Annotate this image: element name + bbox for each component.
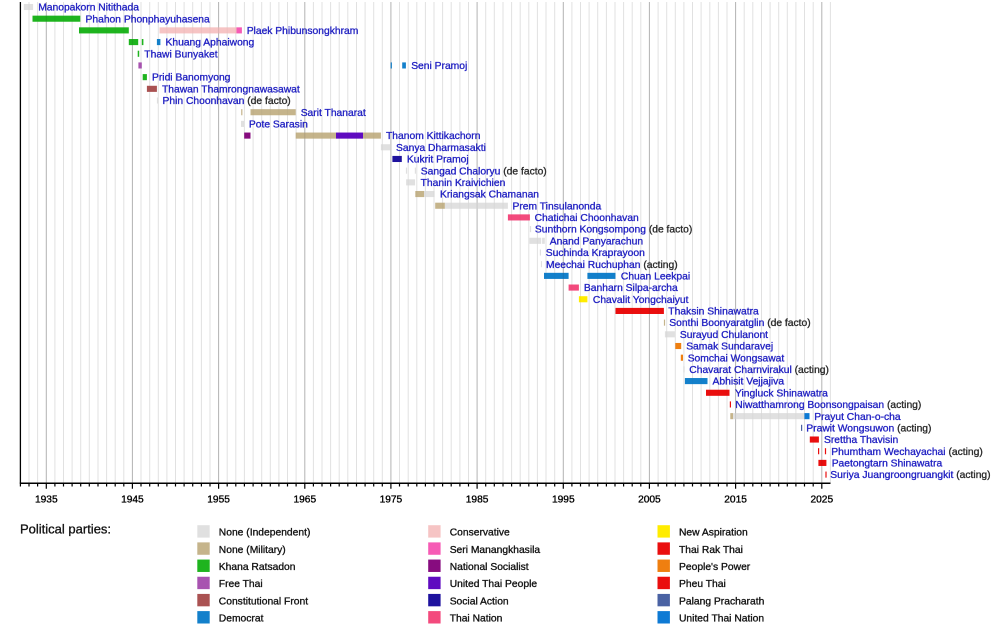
svg-text:Seni Pramoj: Seni Pramoj <box>411 61 467 72</box>
svg-text:Khana Ratsadon: Khana Ratsadon <box>219 562 296 573</box>
svg-text:1985: 1985 <box>466 495 489 506</box>
svg-text:1955: 1955 <box>207 495 230 506</box>
svg-text:1935: 1935 <box>35 495 58 506</box>
svg-text:None (Military): None (Military) <box>219 545 286 556</box>
svg-text:Prem Tinsulanonda: Prem Tinsulanonda <box>513 201 602 212</box>
svg-text:Chuan Leekpai: Chuan Leekpai <box>621 271 690 282</box>
svg-text:Pridi Banomyong: Pridi Banomyong <box>152 73 231 84</box>
svg-text:Samak Sundaravej: Samak Sundaravej <box>686 342 773 353</box>
svg-text:2015: 2015 <box>724 495 747 506</box>
svg-text:Paetongtarn Shinawatra: Paetongtarn Shinawatra <box>832 459 943 470</box>
svg-text:Thanom Kittikachorn: Thanom Kittikachorn <box>386 131 481 142</box>
svg-text:None (Independent): None (Independent) <box>219 528 311 539</box>
svg-text:Democrat: Democrat <box>219 614 264 625</box>
svg-text:2025: 2025 <box>810 495 833 506</box>
svg-text:1975: 1975 <box>380 495 403 506</box>
svg-text:Somchai Wongsawat: Somchai Wongsawat <box>688 353 785 364</box>
svg-text:Social Action: Social Action <box>450 596 509 607</box>
svg-text:People's Power: People's Power <box>679 562 751 573</box>
svg-text:Thai Rak Thai: Thai Rak Thai <box>679 545 743 556</box>
svg-text:Khuang Aphaiwong: Khuang Aphaiwong <box>166 38 255 49</box>
svg-text:Phin Choonhavan (de facto): Phin Choonhavan (de facto) <box>163 96 291 107</box>
svg-text:Srettha Thavisin: Srettha Thavisin <box>824 435 898 446</box>
svg-text:Thanin Kraivichien: Thanin Kraivichien <box>421 178 506 189</box>
svg-text:Anand Panyarachun: Anand Panyarachun <box>550 236 644 247</box>
svg-text:Manopakorn Nitithada: Manopakorn Nitithada <box>38 3 139 14</box>
svg-text:Seri Manangkhasila: Seri Manangkhasila <box>450 545 541 556</box>
svg-text:Prayut Chan-o-cha: Prayut Chan-o-cha <box>814 412 901 423</box>
svg-text:Niwatthamrong Boonsongpaisan (: Niwatthamrong Boonsongpaisan (acting) <box>735 400 921 411</box>
svg-text:Sanya Dharmasakti: Sanya Dharmasakti <box>396 143 486 154</box>
svg-text:Prawit Wongsuwon (acting): Prawit Wongsuwon (acting) <box>806 423 931 434</box>
svg-text:Sunthorn Kongsompong (de facto: Sunthorn Kongsompong (de facto) <box>535 225 692 236</box>
svg-text:United Thai Nation: United Thai Nation <box>679 614 764 625</box>
svg-text:Pote Sarasin: Pote Sarasin <box>249 120 308 131</box>
svg-text:Meechai Ruchuphan (acting): Meechai Ruchuphan (acting) <box>546 260 678 271</box>
svg-text:Sonthi Boonyaratglin (de facto: Sonthi Boonyaratglin (de facto) <box>669 318 810 329</box>
svg-text:Banharn Silpa-archa: Banharn Silpa-archa <box>584 283 678 294</box>
svg-text:Surayud Chulanont: Surayud Chulanont <box>680 330 768 341</box>
svg-text:Phahon Phonphayuhasena: Phahon Phonphayuhasena <box>86 14 211 25</box>
svg-text:Chavarat Charnvirakul (acting): Chavarat Charnvirakul (acting) <box>689 365 829 376</box>
svg-text:1995: 1995 <box>552 495 575 506</box>
svg-text:Political parties:: Political parties: <box>20 522 111 537</box>
svg-text:United Thai People: United Thai People <box>450 579 538 590</box>
svg-text:Abhisit Vejjajiva: Abhisit Vejjajiva <box>713 377 785 388</box>
svg-text:Kriangsak Chamanan: Kriangsak Chamanan <box>440 190 539 201</box>
svg-text:Thawan Thamrongnawasawat: Thawan Thamrongnawasawat <box>162 84 300 95</box>
svg-text:Thaksin Shinawatra: Thaksin Shinawatra <box>668 307 759 318</box>
svg-text:Plaek Phibunsongkhram: Plaek Phibunsongkhram <box>247 26 359 37</box>
svg-text:Pheu Thai: Pheu Thai <box>679 579 726 590</box>
svg-text:1965: 1965 <box>293 495 316 506</box>
svg-text:Yingluck Shinawatra: Yingluck Shinawatra <box>735 388 828 399</box>
svg-text:Suriya Juangroongruangkit (act: Suriya Juangroongruangkit (acting) <box>830 470 990 481</box>
svg-text:Palang Pracharath: Palang Pracharath <box>679 596 765 607</box>
svg-text:Constitutional Front: Constitutional Front <box>219 596 308 607</box>
svg-text:1945: 1945 <box>121 495 144 506</box>
svg-text:New Aspiration: New Aspiration <box>679 528 748 539</box>
svg-text:Chatichai Choonhavan: Chatichai Choonhavan <box>535 213 639 224</box>
svg-text:2005: 2005 <box>638 495 661 506</box>
svg-text:Kukrit Pramoj: Kukrit Pramoj <box>407 155 469 166</box>
svg-text:Thawi Bunyaket: Thawi Bunyaket <box>144 49 217 60</box>
svg-text:Conservative: Conservative <box>450 528 510 539</box>
svg-text:Phumtham Wechayachai (acting): Phumtham Wechayachai (acting) <box>831 447 982 458</box>
svg-text:National Socialist: National Socialist <box>450 562 529 573</box>
svg-text:Suchinda Kraprayoon: Suchinda Kraprayoon <box>546 248 645 259</box>
svg-text:Free Thai: Free Thai <box>219 579 263 590</box>
svg-text:Chavalit Yongchaiyut: Chavalit Yongchaiyut <box>593 295 689 306</box>
svg-text:Sarit Thanarat: Sarit Thanarat <box>301 108 366 119</box>
svg-text:Thai Nation: Thai Nation <box>450 614 503 625</box>
svg-text:Sangad Chaloryu (de facto): Sangad Chaloryu (de facto) <box>421 166 547 177</box>
